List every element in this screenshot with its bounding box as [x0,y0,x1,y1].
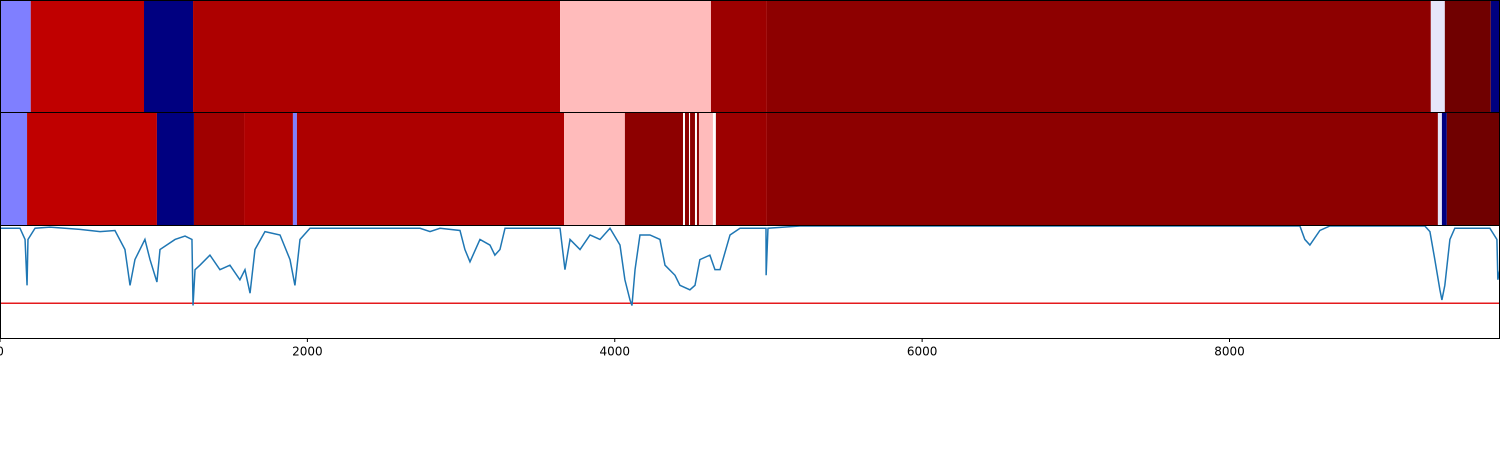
segment [193,113,245,225]
segment [624,113,683,225]
segment [156,113,194,225]
x-tick-label: 0 [0,345,4,359]
segment [694,113,697,225]
segment [1446,113,1500,225]
score-line [0,226,1500,306]
segment [244,113,293,225]
segment [193,1,561,112]
segment [296,113,565,225]
segment [27,113,157,225]
segment [0,113,28,225]
segment [766,113,1438,225]
panel-frame [0,225,1500,339]
segment [1437,113,1442,225]
segment [564,113,625,225]
segment [30,1,145,112]
x-tick-label: 2000 [292,345,323,359]
segment [688,113,691,225]
segment [682,113,685,225]
segment [766,1,1431,112]
segment [690,113,695,225]
segment [1490,1,1500,112]
segment [1441,113,1447,225]
segment [715,113,767,225]
segment [560,1,711,112]
segment [1444,1,1491,112]
segment [684,113,689,225]
segment [144,1,194,112]
x-tick-label: 4000 [599,345,630,359]
x-tick-label: 6000 [907,345,938,359]
segment [712,113,716,225]
segment [0,1,31,112]
segment [696,113,699,225]
line-layer [0,226,1500,306]
segment [292,113,297,225]
segment [1430,1,1445,112]
segment [710,1,767,112]
x-tick-label: 8000 [1214,345,1245,359]
segment [698,113,713,225]
